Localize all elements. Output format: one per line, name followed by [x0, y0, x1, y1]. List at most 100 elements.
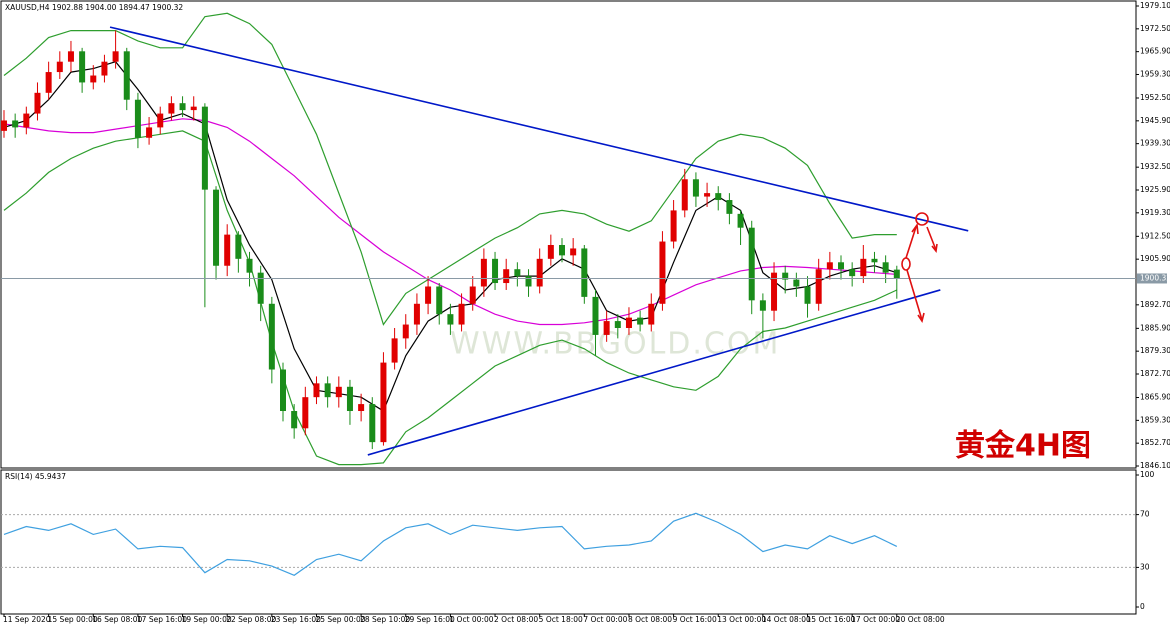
candle-body [302, 397, 309, 429]
candle-body [480, 258, 487, 287]
candle-body [536, 258, 543, 287]
candle-body [871, 258, 878, 263]
x-tick-label: 7 Oct 00:00 [583, 615, 627, 624]
y-tick-label: 1865.90 [1140, 393, 1170, 402]
y-tick-label: 1859.30 [1140, 415, 1170, 424]
candle-body [849, 269, 856, 277]
candle-body [12, 120, 19, 128]
candle-body [737, 213, 744, 228]
candle-body [637, 317, 644, 325]
candle-body [101, 61, 108, 76]
last-price-label: 1900.32 [1140, 273, 1170, 282]
y-tick-label: 1892.70 [1140, 300, 1170, 309]
y-tick-label: 1905.90 [1140, 254, 1170, 263]
candle-body [726, 200, 733, 214]
x-tick-label: 15 Sep 00:00 [48, 615, 98, 624]
candle-body [815, 269, 822, 304]
candle-body [146, 127, 153, 138]
rsi-title: RSI(14) 45.9437 [5, 472, 66, 481]
y-tick-label: 1952.50 [1140, 93, 1170, 102]
rsi-frame [0, 469, 1137, 615]
last-price-box [1137, 273, 1167, 284]
arrow-head [931, 243, 938, 253]
x-tick-label: 20 Oct 08:00 [896, 615, 945, 624]
candle-body [525, 276, 532, 287]
y-tick-label: 1932.50 [1140, 162, 1170, 171]
candle-body [592, 296, 599, 335]
candle-body [313, 383, 320, 398]
candle-body [447, 314, 454, 325]
candle-body [469, 286, 476, 304]
candle-body [190, 106, 197, 111]
arrow-head [917, 312, 925, 323]
candle-body [56, 61, 63, 73]
candle-body [670, 210, 677, 242]
x-tick-label: 29 Sep 16:00 [405, 615, 455, 624]
arrow-head [911, 222, 919, 235]
candle-body [90, 75, 97, 83]
candle-body [425, 286, 432, 304]
candle-body [826, 262, 833, 270]
candle-body [882, 262, 889, 273]
candle-body [715, 193, 722, 201]
candle-body [168, 103, 175, 114]
x-tick-label: 5 Oct 18:00 [539, 615, 583, 624]
arrow [906, 269, 923, 321]
main-frame [0, 0, 1137, 469]
candle-body [1, 120, 7, 131]
candle-body [748, 227, 755, 301]
y-tick-label: 1959.30 [1140, 69, 1170, 78]
candle-body [235, 234, 242, 259]
x-tick-label: 23 Sep 16:00 [271, 615, 321, 624]
forecast-arrows [901, 212, 938, 323]
trend-line [109, 26, 969, 232]
candle-body [547, 244, 554, 259]
y-tick-label: 1972.50 [1140, 24, 1170, 33]
candle-body [67, 51, 74, 62]
chart-title: XAUUSD,H4 1902.88 1904.00 1894.47 1900.3… [5, 3, 183, 12]
candle-body [659, 241, 666, 304]
y-tick-label: 1846.10 [1140, 461, 1170, 470]
y-tick-label: 1852.70 [1140, 438, 1170, 447]
candle-body [759, 300, 766, 311]
candle-body [503, 269, 510, 284]
candle-body [112, 51, 119, 62]
candle-body [793, 279, 800, 287]
x-tick-label: 16 Sep 08:00 [92, 615, 142, 624]
y-tick-label: 1919.30 [1140, 208, 1170, 217]
arrow [905, 226, 917, 259]
x-tick-label: 9 Oct 16:00 [673, 615, 717, 624]
candle-body [436, 286, 443, 315]
candle-body [246, 258, 253, 273]
trend-line [367, 289, 941, 456]
x-tick-label: 19 Sep 00:00 [182, 615, 232, 624]
candle-body [179, 103, 186, 111]
candle-body [268, 303, 275, 370]
y-tick-label: 1925.90 [1140, 185, 1170, 194]
candle-body [581, 248, 588, 297]
x-tick-label: 8 Oct 08:00 [628, 615, 672, 624]
candle-body [402, 324, 409, 339]
candle-body [45, 72, 52, 93]
candle-body [492, 258, 499, 284]
candle-body [346, 386, 353, 412]
axes: 1979.10 1972.50 1965.90 1959.30 1952.50 1945.… [3, 1, 1170, 624]
y-tick-label: 1872.70 [1140, 369, 1170, 378]
x-tick-label: 25 Sep 00:00 [315, 615, 365, 624]
y-tick-label: 1945.90 [1140, 116, 1170, 125]
y-tick-label: 30 [1140, 562, 1150, 571]
candle-body [704, 193, 711, 197]
candle-body [603, 321, 610, 335]
candle-body [34, 92, 41, 114]
candle-body [280, 369, 286, 412]
y-tick-label: 70 [1140, 510, 1150, 519]
y-tick-label: 1912.50 [1140, 231, 1170, 240]
x-tick-label: 28 Sep 10:00 [360, 615, 410, 624]
candle-body [157, 113, 164, 128]
rsi-plot [1, 512, 1136, 576]
candle-body [514, 269, 521, 277]
indicator-line [3, 118, 897, 326]
y-tick-label: 1885.90 [1140, 323, 1170, 332]
